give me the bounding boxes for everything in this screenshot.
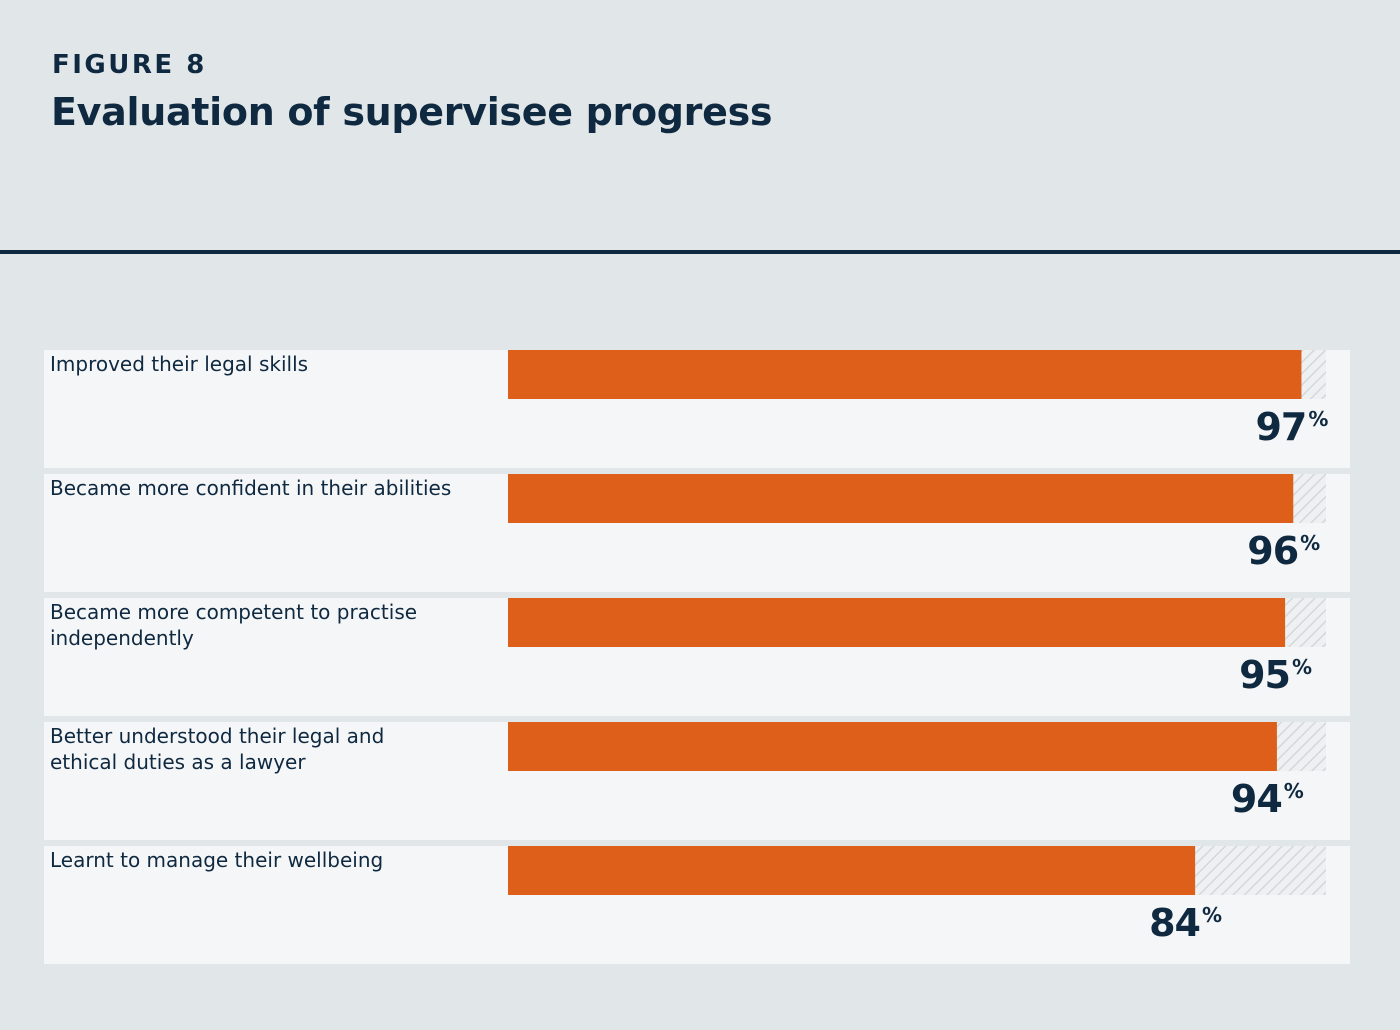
data-label: 94% xyxy=(1231,777,1304,821)
chart-row: Better understood their legal and ethical… xyxy=(44,722,1350,840)
chart-row: Improved their legal skills 97% xyxy=(44,350,1350,468)
category-label-line: Became more competent to practise xyxy=(50,600,417,624)
chart-row: Learnt to manage their wellbeing 84% xyxy=(44,846,1350,964)
data-label-value: 94 xyxy=(1231,777,1282,821)
bar xyxy=(508,598,1286,647)
category-label: Learnt to manage their wellbeing xyxy=(50,848,383,872)
data-label-suffix: % xyxy=(1300,531,1320,555)
category-label: Became more competent to practise indepen… xyxy=(50,600,417,650)
chart-title: Evaluation of supervisee progress xyxy=(51,90,773,134)
data-label: 96% xyxy=(1247,529,1320,573)
data-label-value: 97 xyxy=(1255,405,1306,449)
category-label-line: ethical duties as a lawyer xyxy=(50,750,306,774)
chart-row: Became more competent to practise indepen… xyxy=(44,598,1350,716)
category-label-line: Learnt to manage their wellbeing xyxy=(50,848,383,872)
data-label-suffix: % xyxy=(1308,407,1328,431)
category-label-line: Better understood their legal and xyxy=(50,724,384,748)
figure-label: FIGURE 8 xyxy=(52,50,207,80)
data-label-suffix: % xyxy=(1202,903,1222,927)
data-label-suffix: % xyxy=(1284,779,1304,803)
data-label-value: 96 xyxy=(1247,529,1298,573)
category-label: Became more confident in their abilities xyxy=(50,476,451,500)
header-divider xyxy=(0,250,1400,254)
data-label-value: 84 xyxy=(1149,901,1200,945)
category-label: Better understood their legal and ethical… xyxy=(50,724,384,774)
bar xyxy=(508,846,1196,895)
data-label: 84% xyxy=(1149,901,1222,945)
chart-row: Became more confident in their abilities… xyxy=(44,474,1350,592)
data-label: 97% xyxy=(1255,405,1328,449)
data-label-suffix: % xyxy=(1292,655,1312,679)
category-label-line: independently xyxy=(50,626,194,650)
bar xyxy=(508,474,1294,523)
category-label: Improved their legal skills xyxy=(50,352,308,376)
category-label-line: Became more confident in their abilities xyxy=(50,476,451,500)
category-label-line: Improved their legal skills xyxy=(50,352,308,376)
data-label: 95% xyxy=(1239,653,1312,697)
bar xyxy=(508,350,1302,399)
data-label-value: 95 xyxy=(1239,653,1290,697)
bar xyxy=(508,722,1277,771)
